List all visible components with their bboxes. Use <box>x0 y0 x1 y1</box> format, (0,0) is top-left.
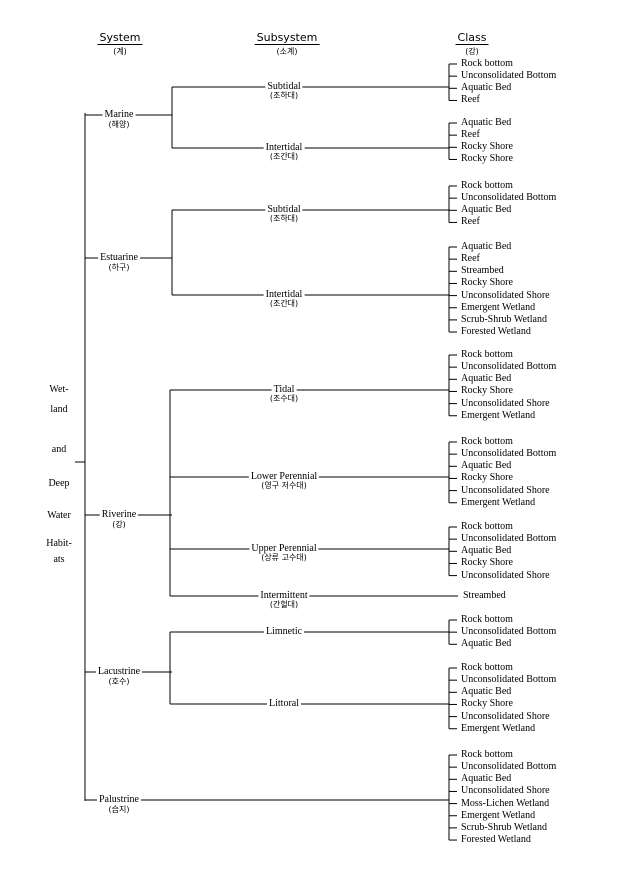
class-label: Rock bottom <box>461 749 513 760</box>
subsystem-label: Subtidal <box>265 81 303 92</box>
subsystem-label-korean: (조하대) <box>269 91 299 100</box>
system-label-korean: (하구) <box>108 263 130 272</box>
subsystem-label: Littoral <box>267 698 301 709</box>
column-header: Class <box>455 31 489 45</box>
class-label: Unconsolidated Bottom <box>461 70 557 82</box>
class-label: Rock bottom <box>461 521 513 532</box>
class-label: Scrub-Shrub Wetland <box>461 313 547 325</box>
class-label: Unconsolidated Bottom <box>461 192 557 204</box>
class-label: Scrub-Shrub Wetland <box>461 821 547 833</box>
class-label: Rock bottom <box>461 180 513 191</box>
root-label-line: Water <box>47 510 71 521</box>
class-label: Rock bottom <box>461 614 513 625</box>
class-label: Aquatic Bed <box>461 460 512 472</box>
subsystem-label: Limnetic <box>263 626 305 637</box>
column-header-korean: (강) <box>465 47 479 56</box>
class-label: Unconsolidated Shore <box>461 289 550 301</box>
root-label-line: ats <box>53 554 65 565</box>
class-label: Rocky Shore <box>461 153 513 165</box>
subsystem-label: Intertidal <box>263 142 305 153</box>
subsystem-label-korean: (조간대) <box>269 152 299 161</box>
class-label: Aquatic Bed <box>461 773 512 785</box>
class-label: Rock bottom <box>461 349 513 360</box>
class-label: Aquatic Bed <box>461 545 512 557</box>
class-label: Rocky Shore <box>461 472 513 484</box>
class-label: Rocky Shore <box>461 557 513 569</box>
subsystem-label-korean: (조하대) <box>269 214 299 223</box>
root-label-line: and <box>51 444 67 455</box>
class-label: Rocky Shore <box>461 141 513 153</box>
class-label: Forested Wetland <box>461 326 531 338</box>
class-label: Aquatic Bed <box>461 117 512 128</box>
class-label: Emergent Wetland <box>461 809 536 821</box>
class-label: Rock bottom <box>461 58 513 69</box>
system-label: Estuarine <box>98 252 140 263</box>
class-label: Unconsolidated Shore <box>461 785 550 797</box>
root-label-line: land <box>50 404 68 415</box>
subsystem-label: Subtidal <box>265 204 303 215</box>
class-label: Rocky Shore <box>461 698 513 710</box>
system-label: Palustrine <box>97 794 141 805</box>
root-label-line: Wet- <box>49 384 69 395</box>
class-label: Unconsolidated Bottom <box>461 761 557 773</box>
class-label: Aquatic Bed <box>461 373 512 385</box>
class-label: Unconsolidated Bottom <box>461 626 557 638</box>
class-label: Unconsolidated Bottom <box>461 361 557 373</box>
subsystem-label-korean: (조간대) <box>269 299 299 308</box>
system-label-korean: (강) <box>112 520 126 529</box>
root-label-line: Deep <box>48 478 70 489</box>
class-label: Reef <box>461 129 480 141</box>
system-label-korean: (습지) <box>108 805 130 814</box>
column-header-korean: (소계) <box>276 47 298 56</box>
column-header-korean: (계) <box>113 47 127 56</box>
class-label: Rock bottom <box>461 436 513 447</box>
subsystem-label: Lower Perennial <box>248 471 320 482</box>
root-label-line: Habit- <box>46 538 72 549</box>
class-label: Unconsolidated Shore <box>461 484 550 496</box>
class-label: Unconsolidated Bottom <box>461 674 557 686</box>
system-label: Marine <box>102 109 136 120</box>
class-label: Aquatic Bed <box>461 82 512 94</box>
class-label: Unconsolidated Shore <box>461 569 550 581</box>
class-label: Unconsolidated Bottom <box>461 533 557 545</box>
class-label: Aquatic Bed <box>461 241 512 252</box>
class-label: Streambed <box>461 265 504 277</box>
class-label: Emergent Wetland <box>461 496 536 508</box>
system-label-korean: (호수) <box>108 677 130 686</box>
class-label: Reef <box>461 94 480 106</box>
subsystem-label: Intertidal <box>263 289 305 300</box>
class-label: Reef <box>461 216 480 228</box>
class-label: Aquatic Bed <box>461 638 512 650</box>
class-label: Unconsolidated Shore <box>461 397 550 409</box>
subsystem-label-korean: (간헐대) <box>269 600 299 609</box>
class-label: Emergent Wetland <box>461 301 536 313</box>
class-label: Rocky Shore <box>461 385 513 397</box>
column-header: Subsystem <box>254 31 320 45</box>
class-label: Unconsolidated Bottom <box>461 448 557 460</box>
subsystem-label-korean: (영구 저수대) <box>261 481 307 490</box>
class-label: Unconsolidated Shore <box>461 710 550 722</box>
class-label: Emergent Wetland <box>461 409 536 421</box>
subsystem-label-korean: (상류 고수대) <box>261 553 307 562</box>
class-label: Streambed <box>463 590 506 601</box>
class-label: Emergent Wetland <box>461 722 536 734</box>
class-label: Reef <box>461 253 480 265</box>
column-header: System <box>97 31 143 45</box>
system-label-korean: (해양) <box>108 120 130 129</box>
subsystem-label: Upper Perennial <box>249 543 319 554</box>
system-label: Riverine <box>99 509 139 520</box>
class-label: Moss-Lichen Wetland <box>461 797 550 809</box>
subsystem-label: Tidal <box>271 384 297 395</box>
class-label: Aquatic Bed <box>461 204 512 216</box>
system-label: Lacustrine <box>95 666 143 677</box>
subsystem-label-korean: (조수대) <box>269 394 299 403</box>
class-label: Aquatic Bed <box>461 686 512 698</box>
class-label: Rock bottom <box>461 662 513 673</box>
subsystem-label: Intermittent <box>258 590 310 601</box>
class-label: Forested Wetland <box>461 834 531 846</box>
class-label: Rocky Shore <box>461 277 513 289</box>
